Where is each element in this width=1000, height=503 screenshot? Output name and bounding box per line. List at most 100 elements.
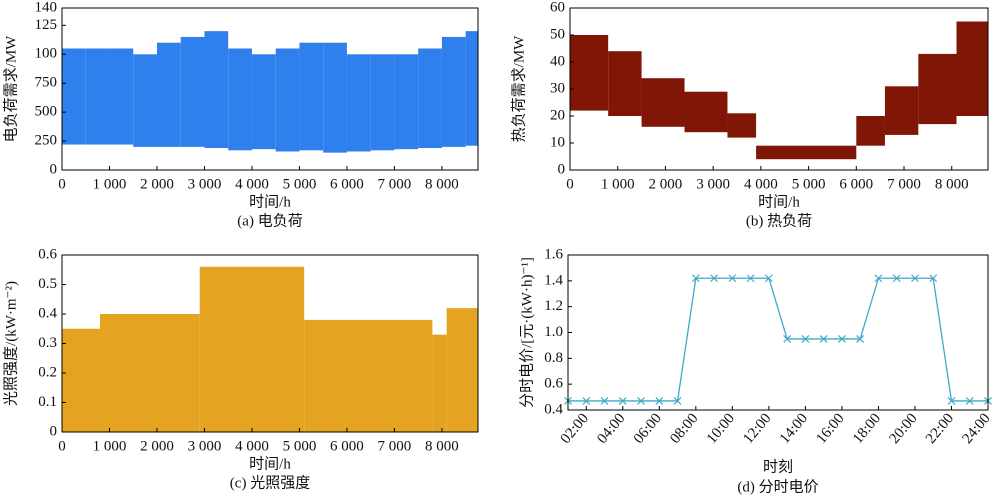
band-segment bbox=[199, 266, 305, 432]
point-marker bbox=[801, 335, 810, 343]
band-segment bbox=[109, 48, 134, 145]
band-segment bbox=[727, 113, 757, 138]
y-tick-label: 10 bbox=[550, 134, 565, 150]
x-tick-label: 14:00 bbox=[777, 410, 811, 446]
x-tick-label: 3 000 bbox=[188, 176, 222, 192]
y-axis-label: 热负荷需求/MW bbox=[510, 35, 527, 143]
y-tick-label: 40 bbox=[550, 53, 565, 69]
band-segment bbox=[441, 36, 466, 147]
point-marker bbox=[965, 397, 974, 405]
point-marker bbox=[783, 335, 792, 343]
band-segment bbox=[204, 31, 229, 149]
point-marker bbox=[856, 335, 865, 343]
x-tick-label: 20:00 bbox=[886, 410, 920, 446]
line bbox=[568, 277, 988, 402]
point-marker bbox=[837, 335, 846, 343]
x-tick-label: 24:00 bbox=[959, 410, 993, 446]
y-tick-label: 0 bbox=[50, 161, 58, 177]
x-tick-label: 0 bbox=[58, 176, 66, 192]
band-segment bbox=[275, 48, 300, 152]
y-tick-label: 500 bbox=[35, 104, 58, 120]
point-marker bbox=[655, 397, 664, 405]
x-tick-label: 4 000 bbox=[744, 176, 778, 192]
caption: (a) 电负荷 bbox=[237, 212, 302, 229]
x-tick-label: 08:00 bbox=[667, 410, 701, 446]
band-segment bbox=[62, 328, 100, 432]
band-segment bbox=[918, 53, 957, 125]
point-marker bbox=[618, 397, 627, 405]
x-tick-label: 1 000 bbox=[93, 438, 127, 454]
y-tick-label: 0 bbox=[558, 161, 566, 177]
y-tick-label: 20 bbox=[550, 107, 565, 123]
x-tick-label: 4 000 bbox=[235, 176, 269, 192]
y-tick-label: 50 bbox=[550, 26, 565, 42]
y-tick-label: 0.4 bbox=[38, 305, 57, 321]
x-tick-label: 1 000 bbox=[93, 176, 127, 192]
y-tick-label: 60 bbox=[550, 0, 565, 15]
y-tick-label: 100 bbox=[35, 46, 58, 62]
x-tick-label: 12:00 bbox=[740, 410, 774, 446]
band-segment bbox=[856, 116, 885, 146]
y-axis-label: 分时电价/[元·(kW·h)⁻¹] bbox=[518, 257, 535, 408]
y-tick-label: 1.2 bbox=[544, 298, 563, 314]
band-segment bbox=[418, 48, 442, 149]
band-segment bbox=[99, 314, 200, 432]
point-marker bbox=[691, 274, 700, 283]
band-segment bbox=[884, 86, 919, 135]
point-marker bbox=[637, 397, 645, 405]
band-segment bbox=[570, 35, 609, 111]
y-tick-label: 30 bbox=[550, 80, 565, 96]
x-tick-label: 1 000 bbox=[601, 176, 635, 192]
y-axis-label: 电负荷需求/MW bbox=[2, 35, 19, 143]
x-axis-label: 时刻 bbox=[763, 458, 793, 475]
x-tick-label: 04:00 bbox=[594, 410, 628, 446]
y-tick-label: 250 bbox=[35, 133, 58, 149]
band-segment bbox=[85, 48, 110, 145]
point-marker bbox=[819, 335, 828, 343]
band-segment bbox=[133, 54, 157, 147]
y-tick-label: 0.4 bbox=[544, 401, 563, 417]
point-marker bbox=[673, 397, 682, 405]
band-segment bbox=[394, 54, 419, 150]
y-tick-label: 0.8 bbox=[544, 350, 563, 366]
y-tick-label: 1.6 bbox=[544, 246, 563, 262]
point-marker bbox=[710, 274, 719, 283]
point-marker bbox=[874, 274, 883, 283]
band-segment bbox=[956, 21, 988, 116]
plot-frame bbox=[61, 7, 479, 171]
point-marker bbox=[892, 274, 901, 283]
band-segment bbox=[446, 308, 478, 432]
band-segment bbox=[370, 54, 395, 151]
x-tick-label: 10:00 bbox=[704, 410, 738, 446]
point-marker bbox=[746, 274, 755, 283]
x-tick-label: 5 000 bbox=[283, 176, 317, 192]
x-tick-label: 2 000 bbox=[140, 438, 174, 454]
y-axis-label: 光照强度/(kW·m⁻²) bbox=[2, 281, 19, 406]
y-tick-label: 0.2 bbox=[38, 364, 57, 380]
y-tick-label: 0.5 bbox=[38, 276, 57, 292]
band-segment bbox=[608, 51, 642, 117]
x-tick-label: 8 000 bbox=[935, 176, 969, 192]
x-tick-label: 6 000 bbox=[330, 176, 364, 192]
point-marker bbox=[911, 274, 919, 283]
y-tick-label: 0 bbox=[50, 423, 58, 439]
x-tick-label: 8 000 bbox=[425, 176, 459, 192]
x-tick-label: 2 000 bbox=[649, 176, 683, 192]
y-tick-label: 0.3 bbox=[38, 335, 57, 351]
band-segment bbox=[228, 48, 252, 151]
x-tick-label: 7 000 bbox=[378, 438, 412, 454]
x-tick-label: 6 000 bbox=[839, 176, 873, 192]
caption: (b) 热负荷 bbox=[746, 212, 812, 229]
y-tick-label: 1.4 bbox=[544, 272, 563, 288]
x-tick-label: 8 000 bbox=[425, 438, 459, 454]
band-segment bbox=[156, 42, 181, 147]
point-marker bbox=[728, 274, 737, 283]
y-tick-label: 125 bbox=[35, 17, 58, 33]
point-marker bbox=[582, 397, 591, 405]
band-segment bbox=[684, 91, 728, 133]
y-tick-label: 0.6 bbox=[38, 246, 57, 262]
y-tick-label: 0.6 bbox=[544, 376, 563, 392]
point-marker bbox=[600, 397, 609, 405]
y-tick-label: 750 bbox=[35, 75, 58, 91]
